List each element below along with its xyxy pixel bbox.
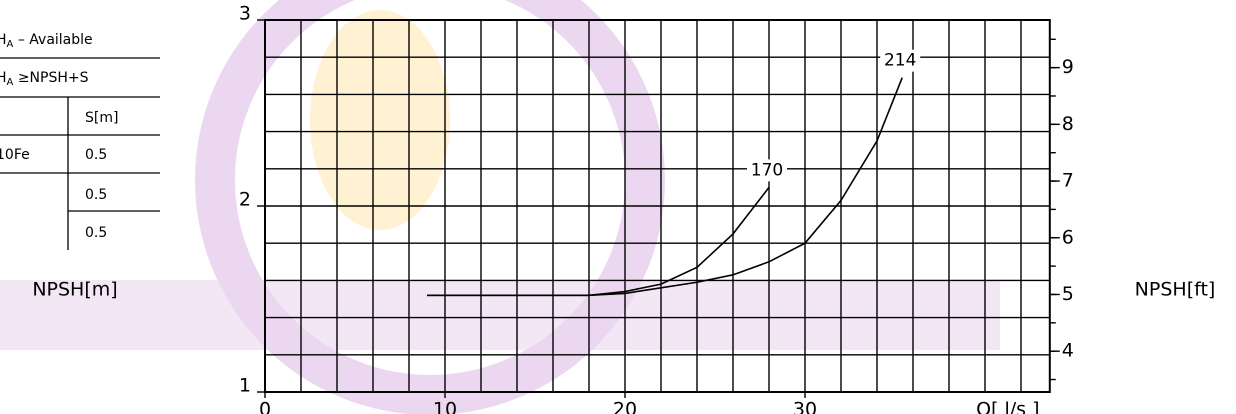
y2-axis-label: NPSH[ft] xyxy=(1135,279,1216,301)
table-title: HA – Available xyxy=(0,32,93,50)
y2-tick-label: 8 xyxy=(1062,113,1074,135)
watermark xyxy=(0,0,1000,414)
symbol: H xyxy=(0,32,7,48)
symbol: H xyxy=(0,70,7,86)
curve xyxy=(427,77,903,297)
text: – Available xyxy=(13,32,92,48)
table-rows: 10Fe 0.5 0.5 0.5 xyxy=(0,147,107,241)
y2-tick-label: 4 xyxy=(1062,340,1074,362)
y2-tick-label: 6 xyxy=(1062,226,1074,248)
curve-label: 214 xyxy=(884,51,916,71)
x-tick-label: 0 xyxy=(259,399,271,414)
watermark-flame xyxy=(310,10,450,230)
y2-tick-label: 5 xyxy=(1062,283,1074,305)
subscript: A xyxy=(7,77,14,88)
table xyxy=(0,57,160,250)
table-header: S[m] xyxy=(85,110,118,126)
y-tick-label: 3 xyxy=(239,3,251,25)
x-tick-label: 20 xyxy=(613,399,637,414)
y2-tick-label: 7 xyxy=(1062,170,1074,192)
watermark-ring xyxy=(195,0,665,414)
table-cell: 0.5 xyxy=(85,187,107,203)
y2-tick-label: 9 xyxy=(1062,56,1074,78)
text: ≥NPSH+S xyxy=(13,70,88,86)
label-bg xyxy=(880,49,921,72)
table-cell: 0.5 xyxy=(85,147,107,163)
curve-label: 170 xyxy=(751,160,783,180)
x-axis-label: Q[ l/s ] xyxy=(976,399,1039,414)
table-cell: 0.5 xyxy=(85,225,107,241)
table-cell: 10Fe xyxy=(0,147,30,163)
x-tick-label: 30 xyxy=(793,399,817,414)
x-tick-label: 10 xyxy=(433,399,457,414)
y-axis-label: NPSH[m] xyxy=(32,279,117,301)
label-bg xyxy=(747,159,787,182)
table-rule-text: HA ≥NPSH+S xyxy=(0,70,89,88)
y-tick-label: 1 xyxy=(239,375,251,397)
watermark-band xyxy=(0,280,1000,350)
subscript: A xyxy=(7,39,14,50)
y-tick-label: 2 xyxy=(239,189,251,211)
